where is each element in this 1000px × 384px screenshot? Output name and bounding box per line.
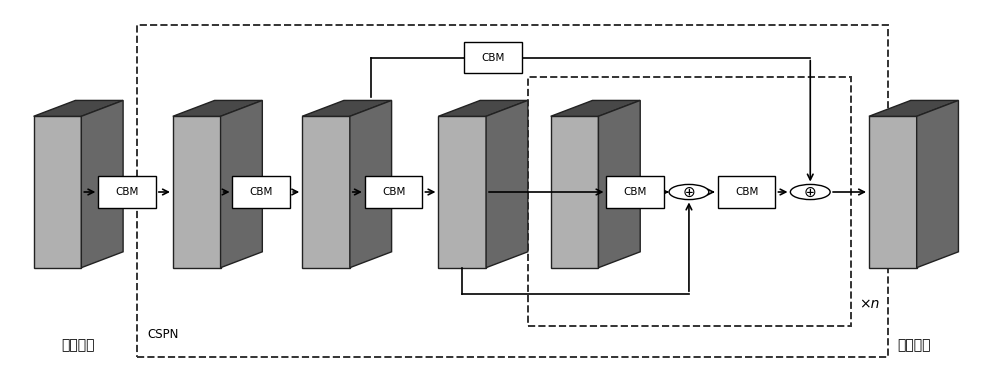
Polygon shape: [438, 101, 528, 116]
Text: 输入张量: 输入张量: [62, 338, 95, 352]
Polygon shape: [34, 101, 123, 116]
Text: ×n: ×n: [859, 297, 879, 311]
Polygon shape: [173, 101, 262, 116]
Text: ⊕: ⊕: [804, 184, 817, 200]
Polygon shape: [302, 116, 350, 268]
Polygon shape: [869, 116, 917, 268]
Text: 输出张量: 输出张量: [897, 338, 930, 352]
FancyBboxPatch shape: [464, 42, 522, 73]
Text: CBM: CBM: [250, 187, 273, 197]
Polygon shape: [302, 101, 392, 116]
Text: CBM: CBM: [481, 53, 505, 63]
Polygon shape: [598, 101, 640, 268]
Circle shape: [790, 184, 830, 200]
Polygon shape: [486, 101, 528, 268]
Polygon shape: [438, 116, 486, 268]
Text: CBM: CBM: [735, 187, 758, 197]
FancyBboxPatch shape: [606, 177, 664, 207]
Polygon shape: [173, 116, 221, 268]
Text: CSPN: CSPN: [147, 328, 178, 341]
FancyBboxPatch shape: [98, 177, 156, 207]
FancyBboxPatch shape: [718, 177, 775, 207]
Polygon shape: [869, 101, 958, 116]
Text: CBM: CBM: [382, 187, 405, 197]
Text: CBM: CBM: [624, 187, 647, 197]
FancyBboxPatch shape: [365, 177, 422, 207]
Polygon shape: [350, 101, 392, 268]
Polygon shape: [551, 101, 640, 116]
FancyBboxPatch shape: [232, 177, 290, 207]
Polygon shape: [81, 101, 123, 268]
Text: ⊕: ⊕: [683, 184, 695, 200]
Circle shape: [669, 184, 709, 200]
Polygon shape: [551, 116, 598, 268]
Polygon shape: [34, 116, 81, 268]
Text: CBM: CBM: [115, 187, 139, 197]
Polygon shape: [221, 101, 262, 268]
Polygon shape: [917, 101, 958, 268]
